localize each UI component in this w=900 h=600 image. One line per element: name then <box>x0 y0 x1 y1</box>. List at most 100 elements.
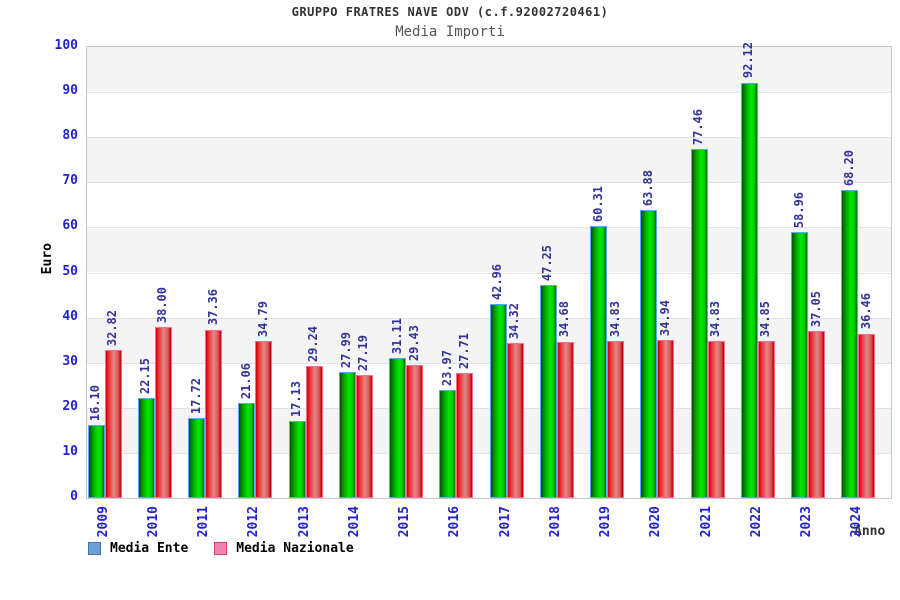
x-tick-label-2023: 2023 <box>799 506 814 538</box>
gridline <box>87 227 891 229</box>
gridline <box>87 407 891 409</box>
bar-media-nazionale-2021 <box>707 340 725 498</box>
value-label-media-nazionale-2013: 29.24 <box>306 326 320 363</box>
value-label-media-ente-2010: 22.15 <box>138 357 153 395</box>
background-band <box>87 137 891 183</box>
gridline <box>87 272 891 274</box>
bar-media-nazionale-2009 <box>104 349 122 498</box>
x-tick-label-2022: 2022 <box>748 506 764 538</box>
value-label-media-ente-2020: 63.88 <box>640 169 655 206</box>
bar-media-nazionale-2024 <box>858 333 876 498</box>
bar-media-nazionale-2011 <box>205 329 222 498</box>
x-tick-label-2019: 2019 <box>598 506 613 538</box>
value-label-media-nazionale-2022: 34.85 <box>758 300 773 337</box>
x-tick-label-2011: 2011 <box>196 506 211 538</box>
bar-media-ente-2018 <box>539 284 557 498</box>
bar-media-ente-2011 <box>188 418 205 498</box>
x-tick-label-2024: 2024 <box>849 506 865 538</box>
x-tick-label-2020: 2020 <box>648 506 664 538</box>
value-label-media-ente-2015: 31.11 <box>389 317 404 354</box>
value-label-media-nazionale-2009: 32.82 <box>105 309 119 346</box>
bar-media-ente-2015 <box>389 357 406 498</box>
chart-title: GRUPPO FRATRES NAVE ODV (c.f.92002720461… <box>291 5 609 19</box>
value-label-media-nazionale-2011: 37.36 <box>205 289 220 326</box>
y-tick-label: 10 <box>62 443 78 459</box>
bar-media-nazionale-2018 <box>556 341 574 498</box>
x-tick-label-2009: 2009 <box>95 506 111 538</box>
gridline <box>87 317 891 319</box>
legend-item-media-ente: Media Ente <box>88 541 188 556</box>
bar-media-nazionale-2016 <box>456 373 474 498</box>
y-tick-label: 0 <box>70 489 78 504</box>
value-label-media-ente-2024: 68.20 <box>841 150 856 187</box>
bar-media-ente-2019 <box>590 226 607 498</box>
value-label-media-nazionale-2010: 38.00 <box>155 286 170 323</box>
bar-media-nazionale-2022 <box>757 340 775 498</box>
legend: Media Ente Media Nazionale <box>88 541 380 556</box>
value-label-media-ente-2019: 60.31 <box>590 185 605 223</box>
bar-media-ente-2024 <box>841 190 859 498</box>
value-label-media-nazionale-2016: 27.71 <box>456 332 471 370</box>
bar-media-nazionale-2014 <box>355 375 373 498</box>
y-tick-label: 100 <box>54 38 78 53</box>
legend-label-media-nazionale: Media Nazionale <box>236 541 354 556</box>
value-label-media-ente-2012: 21.06 <box>238 362 253 400</box>
y-tick-label: 20 <box>62 398 78 414</box>
value-label-media-ente-2022: 92.12 <box>741 42 756 79</box>
bar-media-ente-2017 <box>489 304 507 498</box>
bar-media-ente-2021 <box>690 148 708 498</box>
y-tick-label: 90 <box>62 83 78 99</box>
value-label-media-nazionale-2024: 36.46 <box>858 293 873 330</box>
legend-swatch-media-ente <box>88 542 101 555</box>
bar-media-ente-2022 <box>740 82 758 498</box>
value-label-media-nazionale-2023: 37.05 <box>808 290 823 327</box>
value-label-media-ente-2009: 16.10 <box>88 385 102 422</box>
legend-label-media-ente: Media Ente <box>110 541 189 556</box>
gridline <box>87 137 891 139</box>
x-tick-label-2021: 2021 <box>698 506 714 538</box>
value-label-media-nazionale-2017: 34.32 <box>507 303 521 340</box>
background-band <box>87 47 891 93</box>
y-tick-label: 50 <box>62 263 78 279</box>
gridline <box>87 362 891 364</box>
bar-media-nazionale-2023 <box>808 330 825 498</box>
x-tick-label-2013: 2013 <box>296 506 312 538</box>
value-label-media-ente-2018: 47.25 <box>540 244 555 281</box>
x-tick-label-2016: 2016 <box>447 506 463 538</box>
bar-media-ente-2012 <box>238 403 256 498</box>
value-label-media-nazionale-2012: 34.79 <box>255 300 270 338</box>
chart-subtitle: Media Importi <box>395 24 505 40</box>
bar-media-nazionale-2019 <box>607 340 624 498</box>
y-tick-label: 80 <box>62 128 78 144</box>
bar-media-ente-2009 <box>87 425 105 498</box>
value-label-media-ente-2016: 23.97 <box>439 349 454 386</box>
value-label-media-ente-2017: 42.96 <box>490 264 504 301</box>
value-label-media-nazionale-2019: 34.83 <box>607 300 622 337</box>
bar-media-ente-2023 <box>791 232 808 498</box>
y-tick-label: 40 <box>62 308 78 324</box>
gridline <box>87 182 891 184</box>
x-tick-label-2010: 2010 <box>145 506 161 538</box>
bar-media-nazionale-2012 <box>255 341 273 498</box>
gridline <box>87 452 891 454</box>
y-tick-label: 70 <box>62 173 78 189</box>
value-label-media-ente-2011: 17.72 <box>188 377 203 415</box>
plot-area: 16.10 32.82 22.15 38.00 17.72 37.36 21.06 34.79… <box>86 42 892 499</box>
bar-media-nazionale-2017 <box>506 343 524 498</box>
x-tick-label-2018: 2018 <box>547 506 563 538</box>
x-tick-label-2012: 2012 <box>246 506 262 538</box>
value-label-media-nazionale-2018: 34.68 <box>557 301 572 338</box>
bar-media-nazionale-2010 <box>154 326 172 498</box>
bar-media-nazionale-2013 <box>305 366 323 498</box>
value-label-media-nazionale-2020: 34.94 <box>657 300 672 337</box>
bar-media-ente-2013 <box>288 420 306 498</box>
gridline <box>87 92 891 94</box>
value-label-media-ente-2023: 58.96 <box>791 191 806 229</box>
background-band <box>87 182 891 228</box>
value-label-media-ente-2014: 27.99 <box>339 331 354 368</box>
value-label-media-nazionale-2021: 34.83 <box>708 300 722 337</box>
bar-media-ente-2016 <box>439 389 457 498</box>
x-tick-label-2014: 2014 <box>346 506 362 538</box>
x-tick-label-2017: 2017 <box>497 506 513 538</box>
